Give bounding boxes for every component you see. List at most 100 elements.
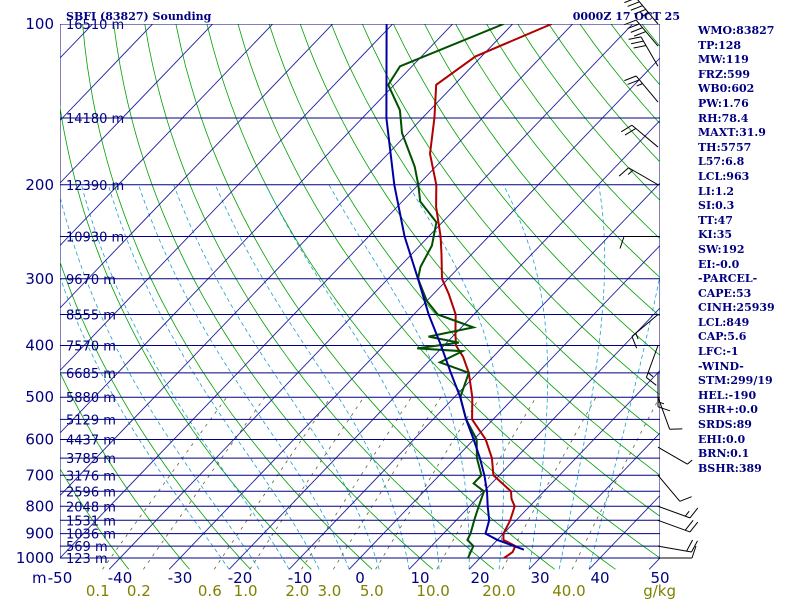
- mixing-ratio-label: 0.6: [198, 582, 222, 600]
- wind-barb-staff: [635, 75, 659, 103]
- moist-adiabat: [138, 184, 350, 570]
- pressure-unit-label: m: [32, 569, 47, 587]
- sounding-index: BSHR:389: [698, 461, 762, 475]
- wind-barb-flag: [624, 75, 637, 82]
- mixing-ratio-label: 2.0: [285, 582, 309, 600]
- height-label: 123 m: [66, 552, 108, 567]
- isotherm: [60, 24, 334, 309]
- sounding-index: TH:5757: [698, 140, 752, 154]
- sounding-index: BRN:0.1: [698, 447, 750, 461]
- sounding-index: FRZ:599: [698, 67, 751, 81]
- sounding-indices-panel: WMO:83827 TP:128 MW:119 FRZ:599 WB0:602 PW:1.…: [698, 24, 798, 476]
- dry-adiabat: [393, 24, 660, 356]
- height-label: 569 m: [66, 540, 108, 555]
- dry-adiabat: [60, 260, 251, 570]
- moist-adiabat: [328, 184, 470, 570]
- wind-barb-staff: [628, 167, 659, 186]
- height-label: 4437 m: [66, 434, 116, 449]
- wind-barb-flag: [627, 79, 640, 85]
- wind-barb-flag: [627, 1, 640, 7]
- moist-adiabat: [173, 184, 380, 570]
- temperature-tick-label: 10: [410, 569, 429, 587]
- height-label: 5129 m: [66, 413, 116, 428]
- plot-frame: [60, 24, 660, 559]
- wind-barb-flag: [689, 507, 699, 519]
- wind-barb-flag: [627, 23, 640, 30]
- wind-barb: [628, 36, 659, 67]
- dry-adiabat: [113, 24, 434, 570]
- mixing-ratio-label: 0.2: [127, 582, 151, 600]
- temperature-tick-label: -40: [108, 569, 133, 587]
- wind-barb: [657, 372, 671, 412]
- wind-barb-flag: [691, 540, 698, 553]
- sounding-index: WMO:83827: [698, 24, 775, 37]
- dry-adiabat: [237, 24, 660, 559]
- wind-barb: [624, 0, 659, 25]
- wind-barb-half-flag: [647, 372, 654, 378]
- moist-adiabat: [214, 184, 410, 570]
- wind-barb-staff: [640, 36, 659, 67]
- wind-barb-flag: [631, 336, 638, 349]
- wind-barb-flag: [624, 19, 637, 26]
- sounding-index: TP:128: [698, 38, 742, 52]
- height-label: 5880 m: [66, 391, 116, 406]
- temperature-trace: [428, 24, 552, 559]
- wind-barb-flag: [630, 27, 643, 33]
- sounding-index: EI:-0.0: [698, 257, 740, 271]
- temperature-tick-label: -20: [228, 569, 253, 587]
- wind-barb: [657, 505, 699, 519]
- wind-barb: [645, 345, 659, 386]
- height-label: 7570 m: [66, 340, 116, 355]
- sounding-index: EHI:0.0: [698, 432, 746, 446]
- sounding-index: HEL:-190: [698, 388, 757, 402]
- parcel-trace: [385, 24, 525, 551]
- temperature-tick-label: 50: [650, 569, 669, 587]
- wind-barb: [618, 167, 659, 186]
- temperature-tick-label: -30: [168, 569, 193, 587]
- sounding-index: KI:35: [698, 228, 733, 242]
- wind-barb-flag: [633, 31, 646, 37]
- mixing-ratio-label: 5.0: [360, 582, 384, 600]
- mixing-ratio-line: [249, 396, 365, 570]
- isotherm: [60, 24, 274, 247]
- dry-adiabat: [144, 24, 495, 570]
- isotherm: [0, 12, 44, 569]
- temperature-tick-label: -50: [48, 569, 73, 587]
- sounding-index: SHR+:0.0: [698, 403, 758, 417]
- pressure-label: 1000: [16, 549, 54, 567]
- moist-adiabat: [503, 184, 549, 570]
- height-label: 16510 m: [66, 18, 124, 33]
- height-label: 1036 m: [66, 528, 116, 543]
- isotherm: [108, 24, 634, 570]
- mixing-ratio-label: 3.0: [317, 582, 341, 600]
- wind-barb: [631, 314, 659, 349]
- mixing-ratio-label: 1.0: [234, 582, 258, 600]
- wind-barb-staff: [631, 314, 659, 337]
- sounding-index: MAXT:31.9: [698, 126, 766, 140]
- wind-barb-flag: [631, 40, 644, 45]
- pressure-label: 200: [25, 176, 54, 194]
- wind-barb-staff: [657, 545, 692, 553]
- wind-barb: [657, 446, 693, 465]
- temperature-tick-label: 30: [530, 569, 549, 587]
- pressure-label: 400: [25, 337, 54, 355]
- isotherm: [60, 24, 574, 559]
- wind-barb: [657, 474, 692, 502]
- sounding-index: SRDS:89: [698, 418, 752, 432]
- sounding-index: STM:299/19: [698, 374, 773, 388]
- wind-barb-flag: [630, 5, 643, 11]
- mixing-ratio-line: [213, 396, 332, 570]
- temperature-tick-label: 20: [470, 569, 489, 587]
- isotherm: [408, 307, 660, 570]
- pressure-label: 500: [25, 388, 54, 406]
- sounding-index: MW:119: [698, 53, 749, 67]
- wind-barb-flag: [679, 496, 692, 502]
- pressure-label: 100: [25, 15, 54, 33]
- mixing-ratio-line: [143, 396, 266, 570]
- sounding-index: -WIND-: [698, 359, 744, 373]
- wind-barb-staff: [657, 446, 688, 465]
- height-label: 3785 m: [66, 452, 116, 467]
- sounding-index: -PARCEL-: [698, 272, 758, 286]
- mixing-ratio-line: [375, 396, 481, 570]
